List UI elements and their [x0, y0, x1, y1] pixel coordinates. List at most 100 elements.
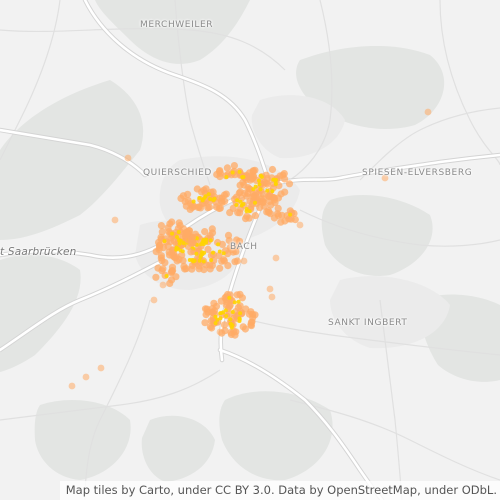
heat-point — [424, 108, 432, 116]
heat-point — [206, 192, 211, 197]
heat-point — [216, 264, 224, 272]
heat-point — [218, 316, 223, 321]
heat-point — [236, 237, 244, 245]
heat-point — [253, 200, 257, 205]
heat-point — [237, 169, 242, 174]
heat-point — [213, 314, 218, 319]
heat-point — [202, 311, 210, 319]
heat-point — [258, 173, 263, 178]
heat-point — [230, 162, 238, 170]
heat-point — [222, 190, 230, 198]
heat-point — [235, 198, 240, 203]
heat-point — [285, 180, 294, 188]
heat-point — [201, 259, 206, 264]
heat-point — [201, 319, 209, 327]
heat-point — [157, 252, 165, 260]
heat-point — [257, 182, 262, 187]
heat-point — [237, 316, 242, 321]
place-label-saarbruecken: t Saarbrücken — [0, 246, 77, 258]
heat-point — [215, 204, 223, 213]
heat-point — [266, 285, 274, 293]
heat-point — [288, 212, 293, 217]
heat-point — [207, 317, 215, 325]
heat-point — [232, 300, 237, 305]
heat-point — [191, 199, 196, 204]
heat-point — [183, 230, 191, 238]
heat-point — [274, 178, 279, 182]
heat-point — [290, 209, 298, 218]
place-label-sankt-ingbert: SANKT INGBERT — [328, 318, 408, 328]
heat-point — [251, 192, 260, 200]
heat-point — [244, 184, 252, 192]
heat-point — [184, 235, 192, 243]
heat-point — [273, 182, 278, 187]
heat-point — [238, 311, 243, 316]
heat-point — [200, 250, 204, 255]
heat-point — [216, 328, 224, 336]
heat-point — [216, 242, 221, 247]
heat-point — [241, 175, 246, 179]
heat-point — [204, 237, 209, 242]
heat-point — [281, 217, 289, 225]
heat-point — [238, 199, 243, 204]
heat-point — [215, 252, 223, 260]
heat-point — [204, 240, 208, 245]
heat-point — [97, 364, 105, 372]
heat-point — [178, 251, 186, 259]
heat-point — [200, 240, 205, 245]
place-label-spiesen-elversberg: SPIESEN-ELVERSBERG — [362, 168, 473, 178]
heat-point — [197, 258, 202, 263]
heat-point — [225, 236, 233, 245]
heat-point — [218, 199, 226, 207]
heat-point — [268, 165, 277, 174]
heat-point — [201, 228, 209, 236]
heat-point — [278, 211, 286, 219]
heat-point — [209, 309, 217, 317]
heat-point — [223, 164, 231, 172]
heat-point — [287, 215, 295, 223]
heat-point — [227, 295, 232, 300]
heat-point — [181, 241, 186, 246]
heat-point — [233, 291, 241, 299]
heat-point — [239, 323, 247, 331]
heat-point — [245, 310, 253, 318]
heat-point — [231, 258, 239, 266]
heat-point — [188, 261, 196, 270]
heat-point — [258, 187, 263, 192]
heat-point — [239, 178, 247, 186]
heat-point — [192, 258, 197, 263]
map-attribution: Map tiles by Carto, under CC BY 3.0. Dat… — [59, 481, 500, 500]
heat-point — [187, 248, 195, 256]
heat-point — [267, 201, 275, 209]
heat-point — [224, 262, 232, 270]
heat-point — [82, 373, 90, 381]
heat-point — [260, 202, 268, 210]
heat-point — [236, 299, 241, 304]
heat-point — [263, 180, 271, 188]
heat-point — [208, 238, 213, 243]
heat-point — [208, 197, 213, 201]
heat-point — [215, 317, 220, 322]
heat-point — [235, 189, 243, 197]
heat-point — [111, 216, 119, 224]
heat-point — [152, 273, 160, 281]
place-label-sulzbach: BACH — [230, 242, 258, 252]
heat-point — [224, 175, 229, 179]
heat-point — [182, 265, 190, 273]
heat-point — [161, 259, 169, 267]
heat-point — [242, 215, 250, 223]
heat-point — [274, 204, 282, 212]
heat-point — [211, 250, 215, 255]
heat-point — [251, 212, 259, 220]
heat-point — [68, 382, 76, 390]
heat-point — [174, 247, 179, 252]
heat-point — [253, 184, 258, 189]
heat-point — [209, 258, 214, 263]
heat-point — [187, 258, 192, 262]
heat-point — [265, 188, 270, 193]
heat-point — [264, 192, 272, 200]
heat-point — [208, 225, 216, 233]
heat-point — [221, 294, 229, 302]
